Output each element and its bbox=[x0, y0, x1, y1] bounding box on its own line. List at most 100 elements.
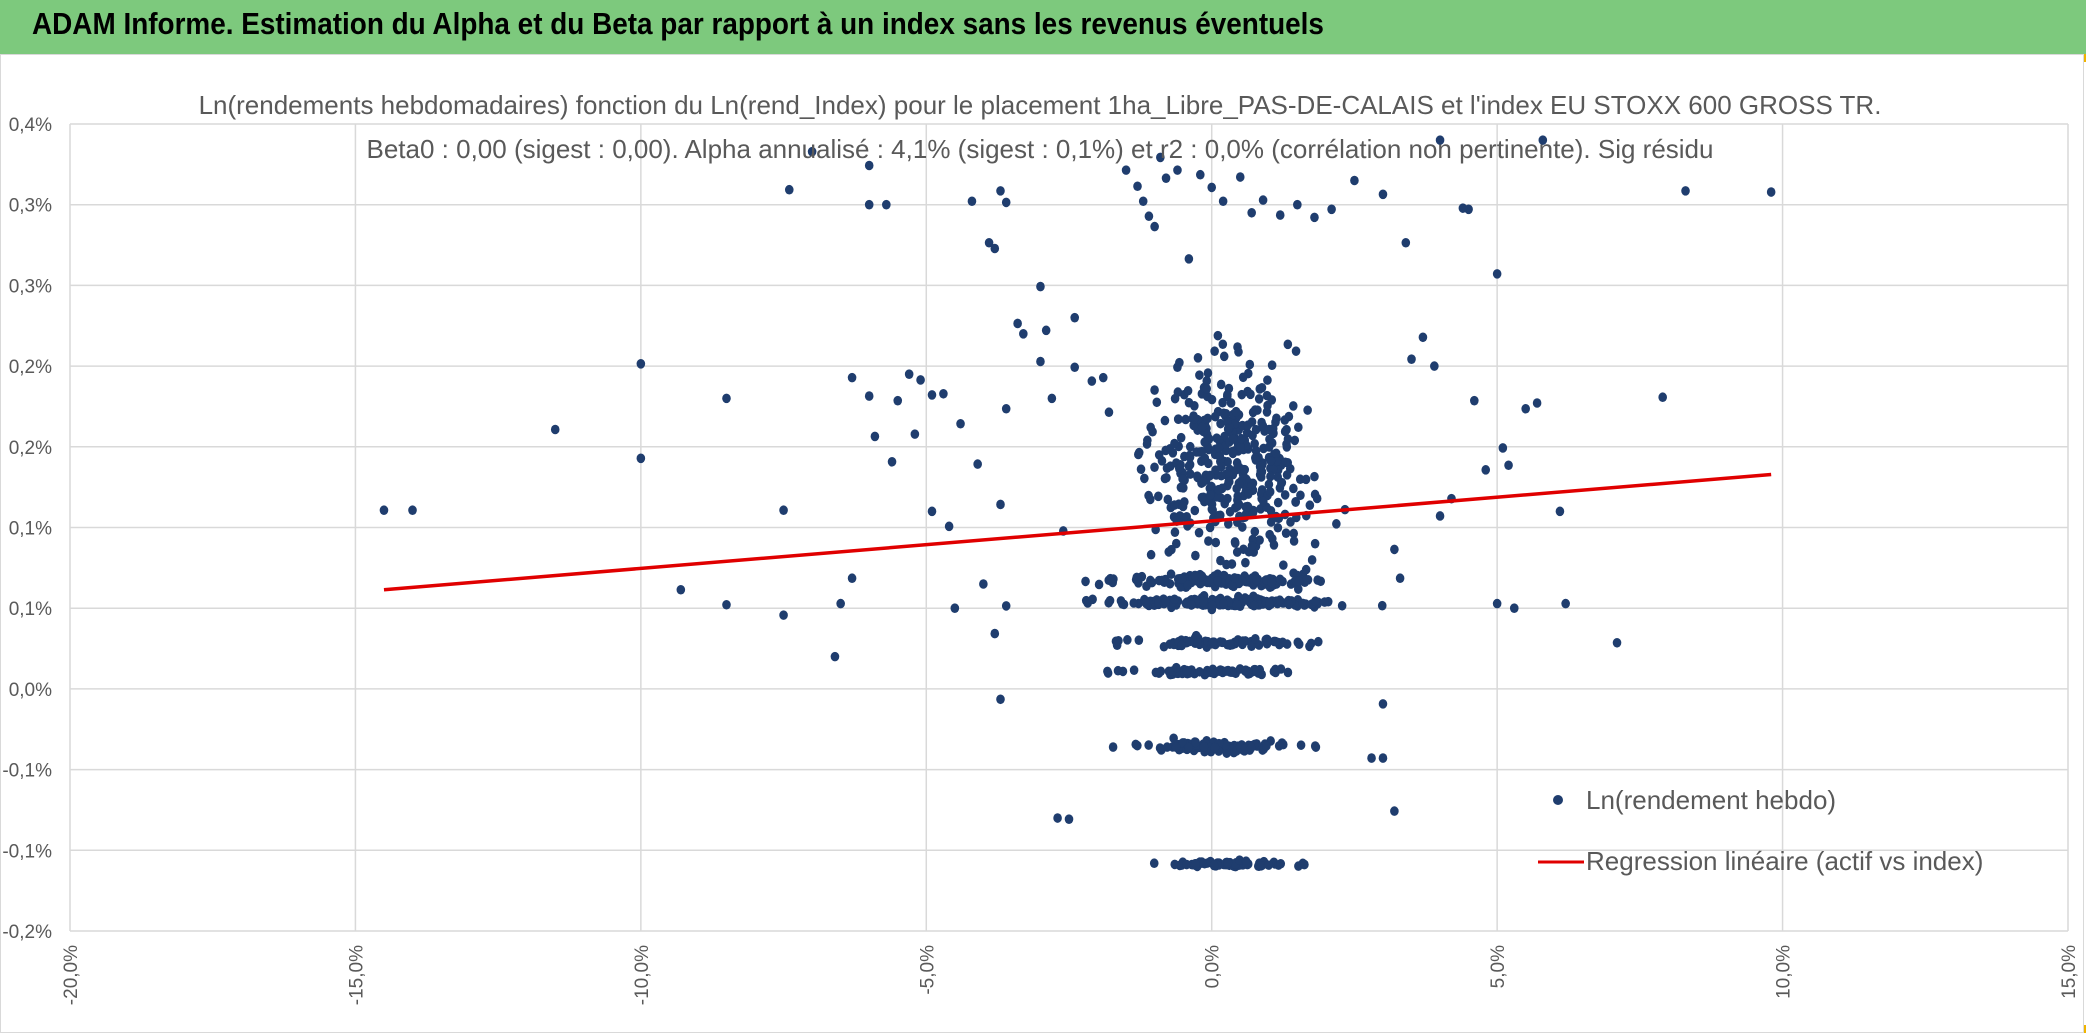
data-point bbox=[1197, 446, 1207, 457]
data-point bbox=[1235, 172, 1245, 182]
data-point bbox=[1160, 415, 1170, 426]
data-point bbox=[1294, 639, 1304, 650]
data-point bbox=[1294, 576, 1304, 587]
data-point bbox=[1238, 372, 1248, 383]
data-point bbox=[1181, 414, 1190, 425]
data-point bbox=[1185, 452, 1195, 463]
data-point bbox=[1218, 339, 1228, 350]
data-point bbox=[1064, 814, 1074, 824]
data-point bbox=[1265, 487, 1275, 497]
data-point bbox=[1234, 347, 1243, 357]
data-point bbox=[1204, 536, 1213, 546]
data-point bbox=[1216, 379, 1226, 390]
data-point bbox=[1208, 600, 1217, 611]
data-point bbox=[1160, 473, 1170, 484]
data-point bbox=[927, 390, 937, 400]
data-point bbox=[1166, 569, 1176, 579]
data-point bbox=[1275, 574, 1285, 585]
data-point bbox=[1129, 665, 1139, 675]
data-point bbox=[1171, 742, 1181, 753]
data-point bbox=[1377, 600, 1387, 611]
data-point bbox=[1310, 741, 1320, 751]
y-tick-label: -0,1% bbox=[2, 841, 52, 862]
data-point bbox=[1104, 407, 1114, 418]
data-point bbox=[1228, 434, 1238, 444]
data-point bbox=[1111, 636, 1121, 647]
data-point bbox=[1223, 424, 1233, 434]
title-banner: ADAM Informe. Estimation du Alpha et du … bbox=[0, 0, 2086, 54]
chart-title: Ln(rendements hebdomadaires) fonction du… bbox=[199, 90, 1882, 120]
data-point bbox=[1144, 740, 1153, 750]
data-point bbox=[1250, 633, 1260, 644]
data-point bbox=[1258, 496, 1268, 507]
data-point bbox=[1249, 600, 1259, 611]
data-point bbox=[1278, 637, 1287, 648]
data-point bbox=[1504, 460, 1513, 471]
data-point bbox=[1302, 575, 1311, 585]
data-point bbox=[1273, 522, 1283, 533]
data-point bbox=[1238, 636, 1248, 646]
data-point bbox=[1281, 528, 1291, 538]
y-tick-label: -0,2% bbox=[2, 922, 52, 943]
data-point bbox=[1150, 221, 1159, 232]
data-point bbox=[1203, 413, 1212, 424]
data-point bbox=[1269, 666, 1279, 677]
data-point bbox=[1053, 813, 1062, 823]
data-point bbox=[1258, 195, 1268, 205]
data-point bbox=[1195, 666, 1204, 677]
data-point bbox=[1190, 570, 1200, 581]
data-point bbox=[1106, 573, 1115, 584]
y-tick-label: 0,3% bbox=[9, 196, 52, 217]
data-point bbox=[1134, 635, 1144, 646]
data-point bbox=[1300, 859, 1309, 870]
data-point bbox=[1284, 411, 1294, 422]
data-point bbox=[1117, 599, 1127, 609]
data-point bbox=[1167, 544, 1176, 555]
data-point bbox=[973, 459, 982, 469]
data-point bbox=[1251, 455, 1261, 465]
data-point bbox=[1282, 470, 1292, 480]
data-point bbox=[1161, 173, 1171, 183]
data-point bbox=[1264, 479, 1274, 490]
regression-line bbox=[383, 472, 1772, 592]
data-point bbox=[904, 369, 914, 379]
data-point bbox=[990, 243, 1000, 254]
data-point bbox=[1047, 393, 1057, 404]
data-point bbox=[1470, 395, 1479, 406]
data-point bbox=[1173, 165, 1182, 175]
data-point bbox=[967, 196, 977, 207]
data-point bbox=[1191, 630, 1201, 641]
data-point bbox=[1161, 445, 1170, 456]
data-point bbox=[1198, 477, 1208, 487]
data-point bbox=[1266, 456, 1276, 466]
data-point bbox=[1222, 666, 1231, 676]
data-point bbox=[636, 453, 646, 464]
data-points bbox=[379, 135, 1776, 872]
data-point bbox=[1182, 665, 1192, 676]
data-point bbox=[1293, 584, 1303, 594]
data-point bbox=[1296, 740, 1306, 750]
data-point bbox=[1234, 499, 1244, 509]
data-point bbox=[1612, 637, 1622, 648]
data-point bbox=[1170, 527, 1180, 538]
data-point bbox=[1210, 346, 1219, 356]
data-point bbox=[1681, 186, 1690, 196]
data-point bbox=[1138, 196, 1148, 207]
data-point bbox=[1255, 535, 1264, 545]
data-point bbox=[1214, 443, 1224, 453]
data-point bbox=[1250, 526, 1260, 537]
regression-line-group bbox=[383, 472, 1772, 592]
data-point bbox=[1284, 599, 1294, 610]
data-point bbox=[1001, 601, 1011, 611]
data-point bbox=[1207, 182, 1217, 193]
data-point bbox=[1203, 368, 1213, 378]
data-point bbox=[1250, 405, 1260, 415]
data-point bbox=[1170, 594, 1179, 605]
data-point bbox=[979, 579, 988, 589]
data-point bbox=[1492, 598, 1502, 609]
data-point bbox=[1238, 522, 1247, 532]
data-point bbox=[1152, 397, 1162, 408]
data-point bbox=[1218, 196, 1228, 207]
data-point bbox=[722, 599, 731, 610]
